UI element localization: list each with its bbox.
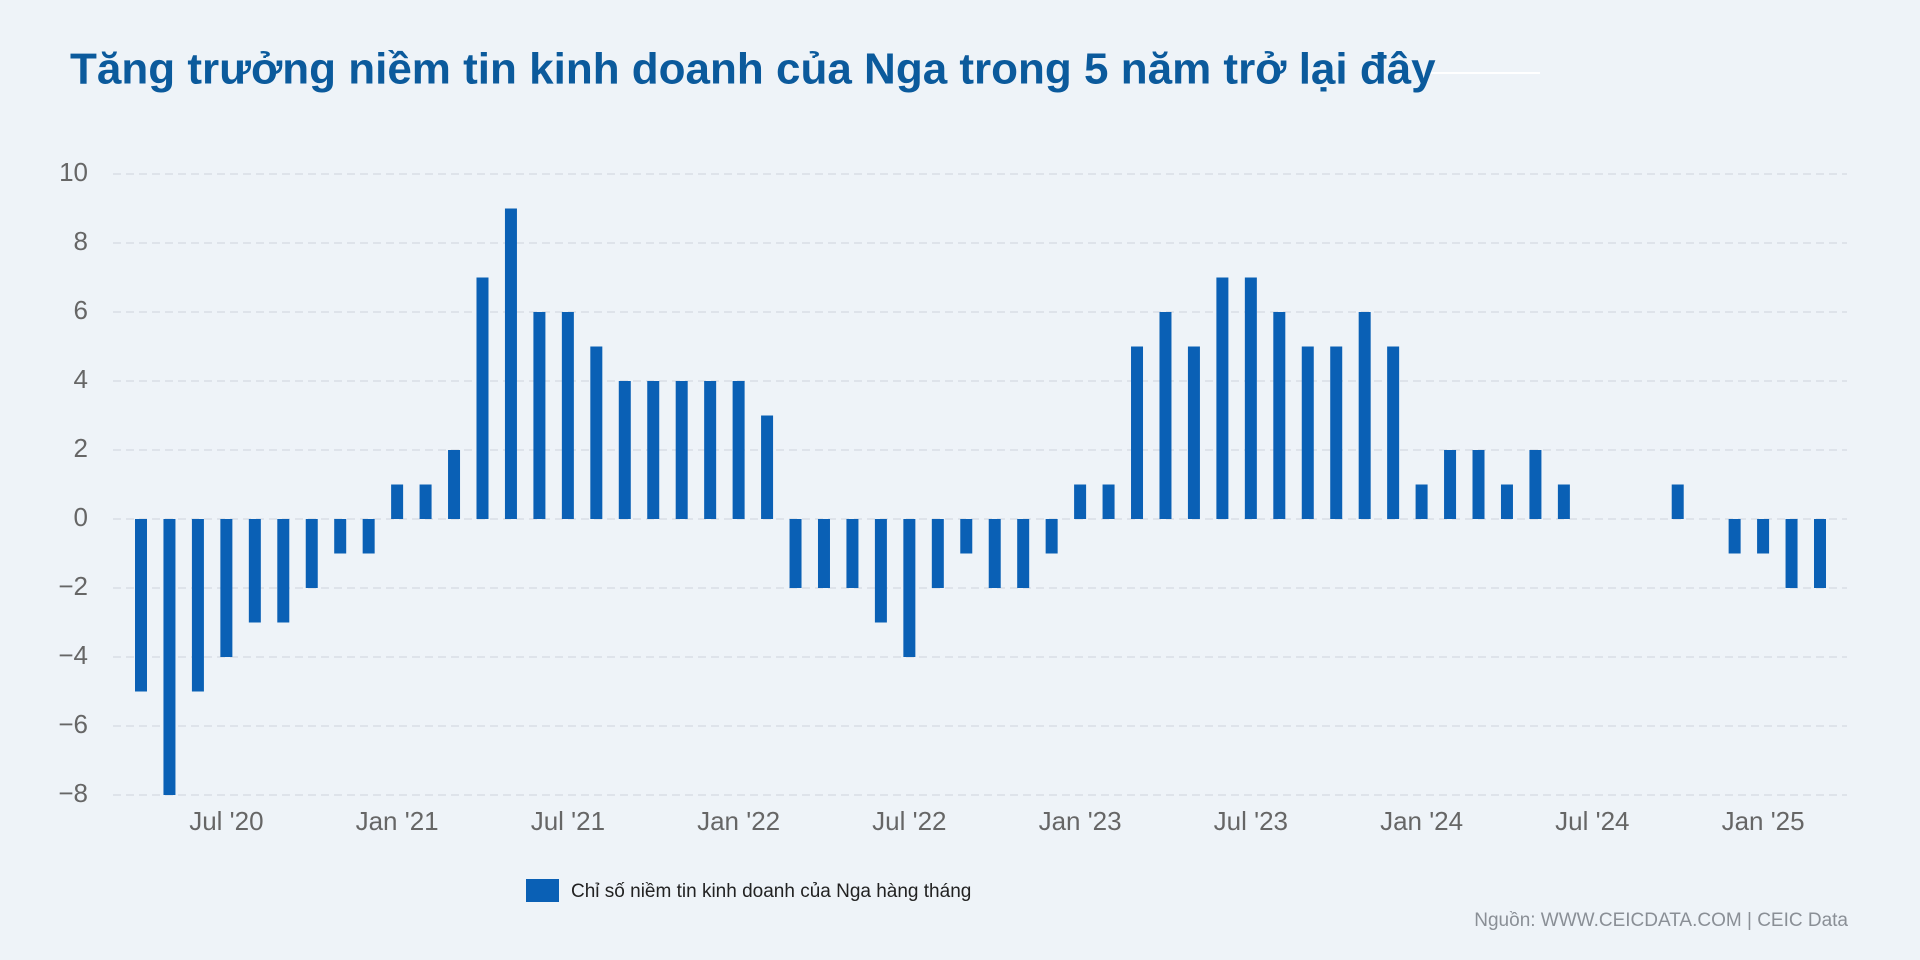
x-tick-label: Jul '20 bbox=[189, 806, 263, 836]
bar bbox=[533, 312, 546, 519]
bar bbox=[163, 519, 176, 795]
bar bbox=[761, 415, 774, 519]
bar bbox=[1472, 450, 1485, 519]
y-tick-label: −2 bbox=[58, 571, 88, 601]
x-tick-label: Jan '25 bbox=[1722, 806, 1805, 836]
legend-swatch bbox=[526, 879, 559, 902]
bar bbox=[419, 484, 432, 519]
bar bbox=[1444, 450, 1457, 519]
bar bbox=[1273, 312, 1286, 519]
x-tick-label: Jul '24 bbox=[1555, 806, 1629, 836]
x-tick-label: Jan '24 bbox=[1380, 806, 1463, 836]
source: Nguồn: WWW.CEICDATA.COM | CEIC Data bbox=[1474, 910, 1848, 931]
bar bbox=[1358, 312, 1371, 519]
bar bbox=[1728, 519, 1741, 554]
bar bbox=[647, 381, 660, 519]
bar bbox=[1785, 519, 1798, 588]
y-tick-label: −6 bbox=[58, 709, 88, 739]
bar bbox=[988, 519, 1001, 588]
chart-title: Tăng trưởng niềm tin kinh doanh của Nga … bbox=[70, 45, 1436, 94]
x-tick-label: Jan '21 bbox=[356, 806, 439, 836]
y-tick-label: 2 bbox=[74, 433, 88, 463]
bar bbox=[590, 346, 603, 519]
bar bbox=[1557, 484, 1570, 519]
bar bbox=[1131, 346, 1144, 519]
bar bbox=[1330, 346, 1343, 519]
bar bbox=[789, 519, 802, 588]
bar bbox=[675, 381, 688, 519]
y-tick-label: 0 bbox=[74, 502, 88, 532]
bar bbox=[1415, 484, 1428, 519]
bar bbox=[1671, 484, 1684, 519]
bar bbox=[277, 519, 290, 623]
y-tick-label: 8 bbox=[74, 226, 88, 256]
bar bbox=[191, 519, 204, 692]
bar bbox=[704, 381, 717, 519]
x-tick-label: Jul '23 bbox=[1214, 806, 1288, 836]
bar bbox=[874, 519, 887, 623]
bar bbox=[817, 519, 830, 588]
y-tick-label: −4 bbox=[58, 640, 88, 670]
bar bbox=[618, 381, 631, 519]
bar bbox=[391, 484, 404, 519]
bar bbox=[248, 519, 261, 623]
bar bbox=[1244, 277, 1257, 519]
bar bbox=[846, 519, 859, 588]
y-tick-label: −8 bbox=[58, 778, 88, 808]
bar bbox=[1301, 346, 1314, 519]
bar bbox=[1500, 484, 1513, 519]
bar bbox=[1017, 519, 1030, 588]
bar bbox=[1074, 484, 1087, 519]
bar bbox=[305, 519, 318, 588]
bar bbox=[732, 381, 745, 519]
bar bbox=[476, 277, 489, 519]
x-tick-label: Jul '21 bbox=[531, 806, 605, 836]
y-tick-label: 10 bbox=[59, 157, 88, 187]
y-tick-label: 6 bbox=[74, 295, 88, 325]
bar bbox=[362, 519, 375, 554]
bar bbox=[903, 519, 916, 657]
bar bbox=[1529, 450, 1542, 519]
legend-label: Chỉ số niềm tin kinh doanh của Nga hàng … bbox=[571, 881, 971, 902]
bar bbox=[448, 450, 461, 519]
bar bbox=[334, 519, 347, 554]
bar bbox=[931, 519, 944, 588]
x-tick-label: Jan '22 bbox=[697, 806, 780, 836]
bar bbox=[1216, 277, 1229, 519]
x-tick-label: Jan '23 bbox=[1039, 806, 1122, 836]
bar bbox=[1187, 346, 1200, 519]
bar bbox=[1045, 519, 1058, 554]
bar bbox=[1757, 519, 1770, 554]
bar bbox=[561, 312, 574, 519]
bar bbox=[1102, 484, 1115, 519]
x-tick-label: Jul '22 bbox=[872, 806, 946, 836]
bar bbox=[1159, 312, 1172, 519]
bar bbox=[1387, 346, 1400, 519]
bar bbox=[504, 208, 517, 519]
y-tick-label: 4 bbox=[74, 364, 88, 394]
bar bbox=[1814, 519, 1826, 588]
bar bbox=[960, 519, 973, 554]
bar bbox=[220, 519, 233, 657]
bar bbox=[135, 519, 147, 692]
